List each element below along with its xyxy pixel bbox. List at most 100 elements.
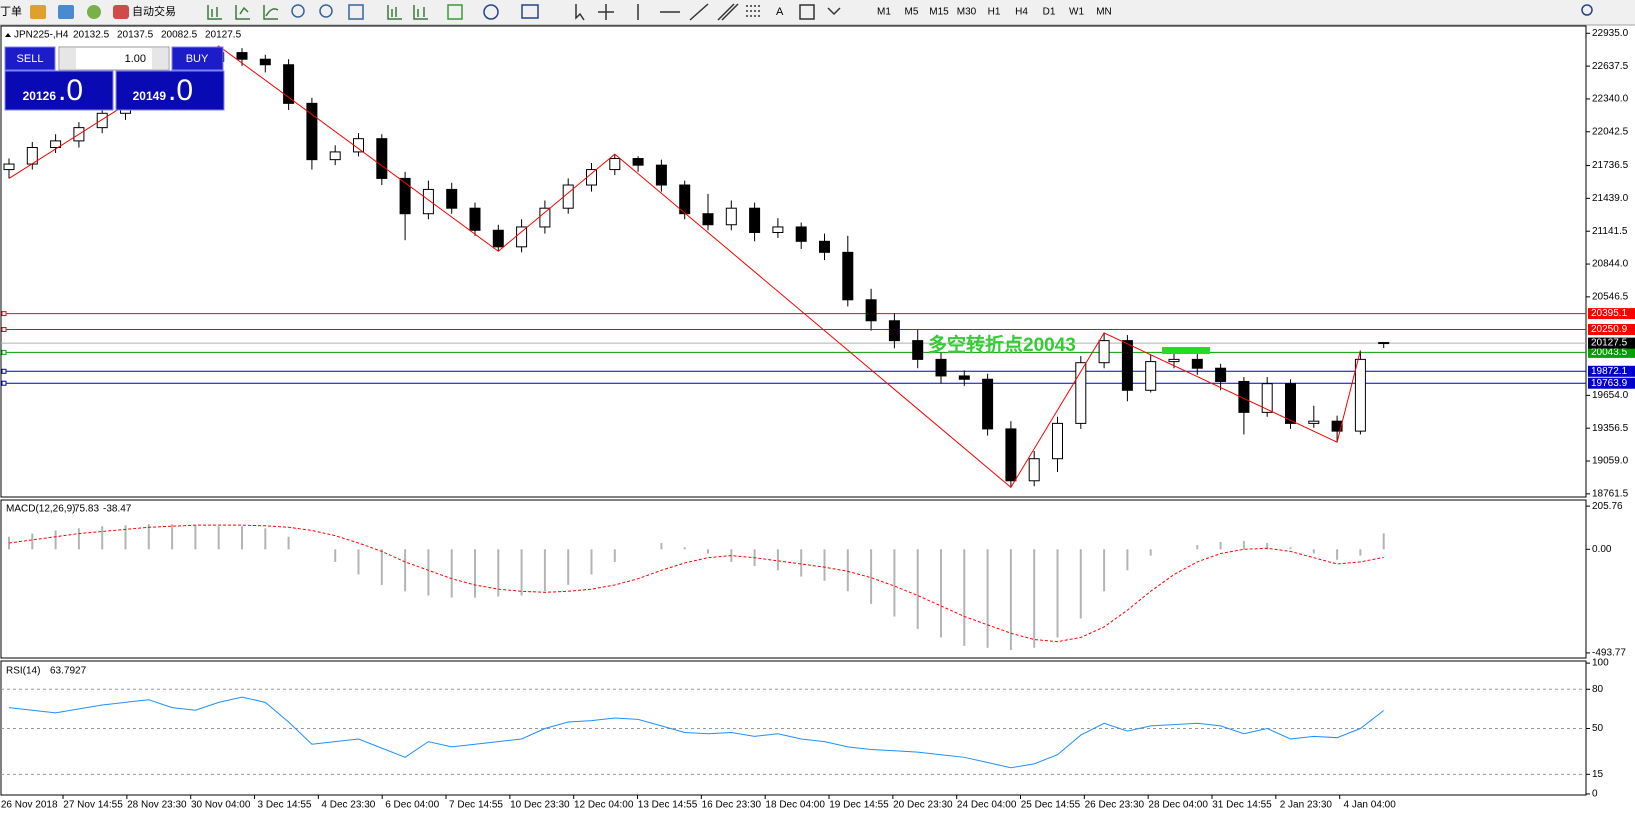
- y-tick-label: 20546.5: [1592, 292, 1629, 303]
- candle-body: [446, 188, 458, 209]
- buy-label[interactable]: BUY: [186, 53, 209, 65]
- candle-body: [865, 299, 877, 322]
- rsi-title: RSI(14): [6, 666, 40, 677]
- candle-body: [1098, 340, 1110, 364]
- icon[interactable]: [207, 5, 222, 20]
- icon[interactable]: [799, 4, 815, 20]
- candle-body: [539, 207, 551, 228]
- candle-body: [1075, 362, 1087, 424]
- order-button[interactable]: 丁单: [0, 5, 22, 18]
- timeframe-button[interactable]: H1: [988, 7, 1001, 18]
- sell-label[interactable]: SELL: [17, 53, 44, 65]
- sell-button[interactable]: [4, 46, 56, 71]
- icon[interactable]: [348, 4, 364, 20]
- x-tick-label: 4 Jan 04:00: [1344, 800, 1397, 811]
- timeframe-button[interactable]: H4: [1015, 7, 1028, 18]
- y-tick-label: 19059.0: [1592, 456, 1629, 467]
- icon[interactable]: [598, 4, 614, 20]
- toolbar: [0, 0, 1635, 25]
- macd-title: MACD(12,26,9): [6, 504, 75, 515]
- x-tick-label: 30 Nov 04:00: [191, 800, 251, 811]
- timeframe-button[interactable]: M15: [929, 7, 949, 18]
- icon[interactable]: [689, 3, 709, 21]
- timeframe-button[interactable]: M1: [877, 7, 891, 18]
- ask-price[interactable]: 20149: [133, 89, 167, 103]
- lots-input[interactable]: [58, 46, 170, 71]
- x-tick-label: 10 Dec 23:30: [510, 800, 570, 811]
- ask-box[interactable]: [115, 70, 225, 111]
- ask-fraction[interactable]: .0: [168, 74, 193, 107]
- y-tick-label: -493.77: [1592, 648, 1626, 659]
- y-tick-label: 100: [1592, 658, 1609, 669]
- search-icon[interactable]: [1581, 4, 1593, 16]
- macd-main-value: 75.83: [74, 504, 99, 515]
- x-tick-label: 24 Dec 04:00: [957, 800, 1017, 811]
- timeframe-button[interactable]: D1: [1043, 7, 1056, 18]
- icon[interactable]: [447, 4, 463, 20]
- candle-body: [236, 52, 248, 60]
- bid-price[interactable]: 20126: [23, 89, 57, 103]
- icon[interactable]: [413, 5, 428, 20]
- rsi-value: 63.7927: [50, 666, 87, 677]
- buy-button[interactable]: [171, 46, 224, 71]
- candle-body: [1238, 380, 1250, 413]
- y-tick-label: 80: [1592, 684, 1604, 695]
- y-tick-label: 22042.5: [1592, 126, 1629, 137]
- candle-body: [912, 340, 924, 360]
- candle-body: [749, 207, 761, 233]
- candle-body: [1121, 340, 1133, 391]
- icon[interactable]: [319, 4, 333, 18]
- icon[interactable]: [235, 5, 250, 20]
- y-tick-label: 21141.5: [1592, 226, 1628, 237]
- lots-value[interactable]: 1.00: [125, 53, 146, 65]
- candle-body: [679, 184, 691, 215]
- icon[interactable]: [483, 4, 499, 20]
- x-tick-label: 28 Nov 23:30: [127, 800, 187, 811]
- zigzag-line: [8, 45, 1361, 489]
- bid-box[interactable]: [4, 70, 114, 111]
- icon[interactable]: [717, 3, 739, 21]
- icon[interactable]: [87, 5, 101, 19]
- candle-body: [399, 177, 411, 215]
- icon[interactable]: [263, 5, 279, 20]
- icon[interactable]: [387, 5, 402, 20]
- x-tick-label: 31 Dec 14:55: [1212, 800, 1272, 811]
- auto-trade-icon[interactable]: [113, 5, 129, 19]
- candle-body: [1285, 383, 1296, 424]
- candle-body: [1378, 342, 1390, 345]
- level-label: 20395.1: [1591, 308, 1628, 319]
- icon[interactable]: [58, 5, 74, 19]
- rsi-panel: [0, 660, 1587, 796]
- icon[interactable]: [827, 7, 841, 16]
- lots-down[interactable]: [60, 48, 76, 69]
- candle-body: [1145, 361, 1157, 391]
- candle-body: [1308, 420, 1320, 424]
- level-label-box: [1588, 346, 1635, 358]
- icon[interactable]: [291, 4, 305, 18]
- icon[interactable]: [521, 4, 539, 19]
- candle-body: [609, 158, 621, 171]
- candle-body: [958, 375, 970, 380]
- level-label: 19763.9: [1591, 378, 1628, 389]
- timeframe-button[interactable]: M30: [957, 7, 977, 18]
- lots-up[interactable]: [152, 48, 168, 69]
- icon[interactable]: [30, 5, 46, 19]
- timeframe-button[interactable]: W1: [1069, 7, 1084, 18]
- candle-body: [702, 213, 714, 226]
- timeframe-button[interactable]: M5: [905, 7, 919, 18]
- plots: 22935.0 22637.5 22340.0 22042.5 21736.5 21439…: [1, 28, 1635, 811]
- level-handle: [1, 326, 7, 332]
- quote-high: 20137.5: [117, 30, 154, 41]
- icon[interactable]: [575, 4, 585, 21]
- text-tool[interactable]: A: [776, 6, 784, 18]
- quote-open: 20132.5: [73, 30, 110, 41]
- y-tick-label: 19654.0: [1592, 390, 1629, 401]
- candle-body: [353, 138, 364, 153]
- y-tick-label: 0: [1592, 789, 1598, 800]
- auto-trade-button[interactable]: 自动交易: [132, 4, 176, 18]
- timeframe-button[interactable]: MN: [1096, 7, 1112, 18]
- bid-fraction[interactable]: .0: [58, 74, 83, 107]
- icon[interactable]: [746, 5, 762, 17]
- candle-body: [1191, 358, 1203, 369]
